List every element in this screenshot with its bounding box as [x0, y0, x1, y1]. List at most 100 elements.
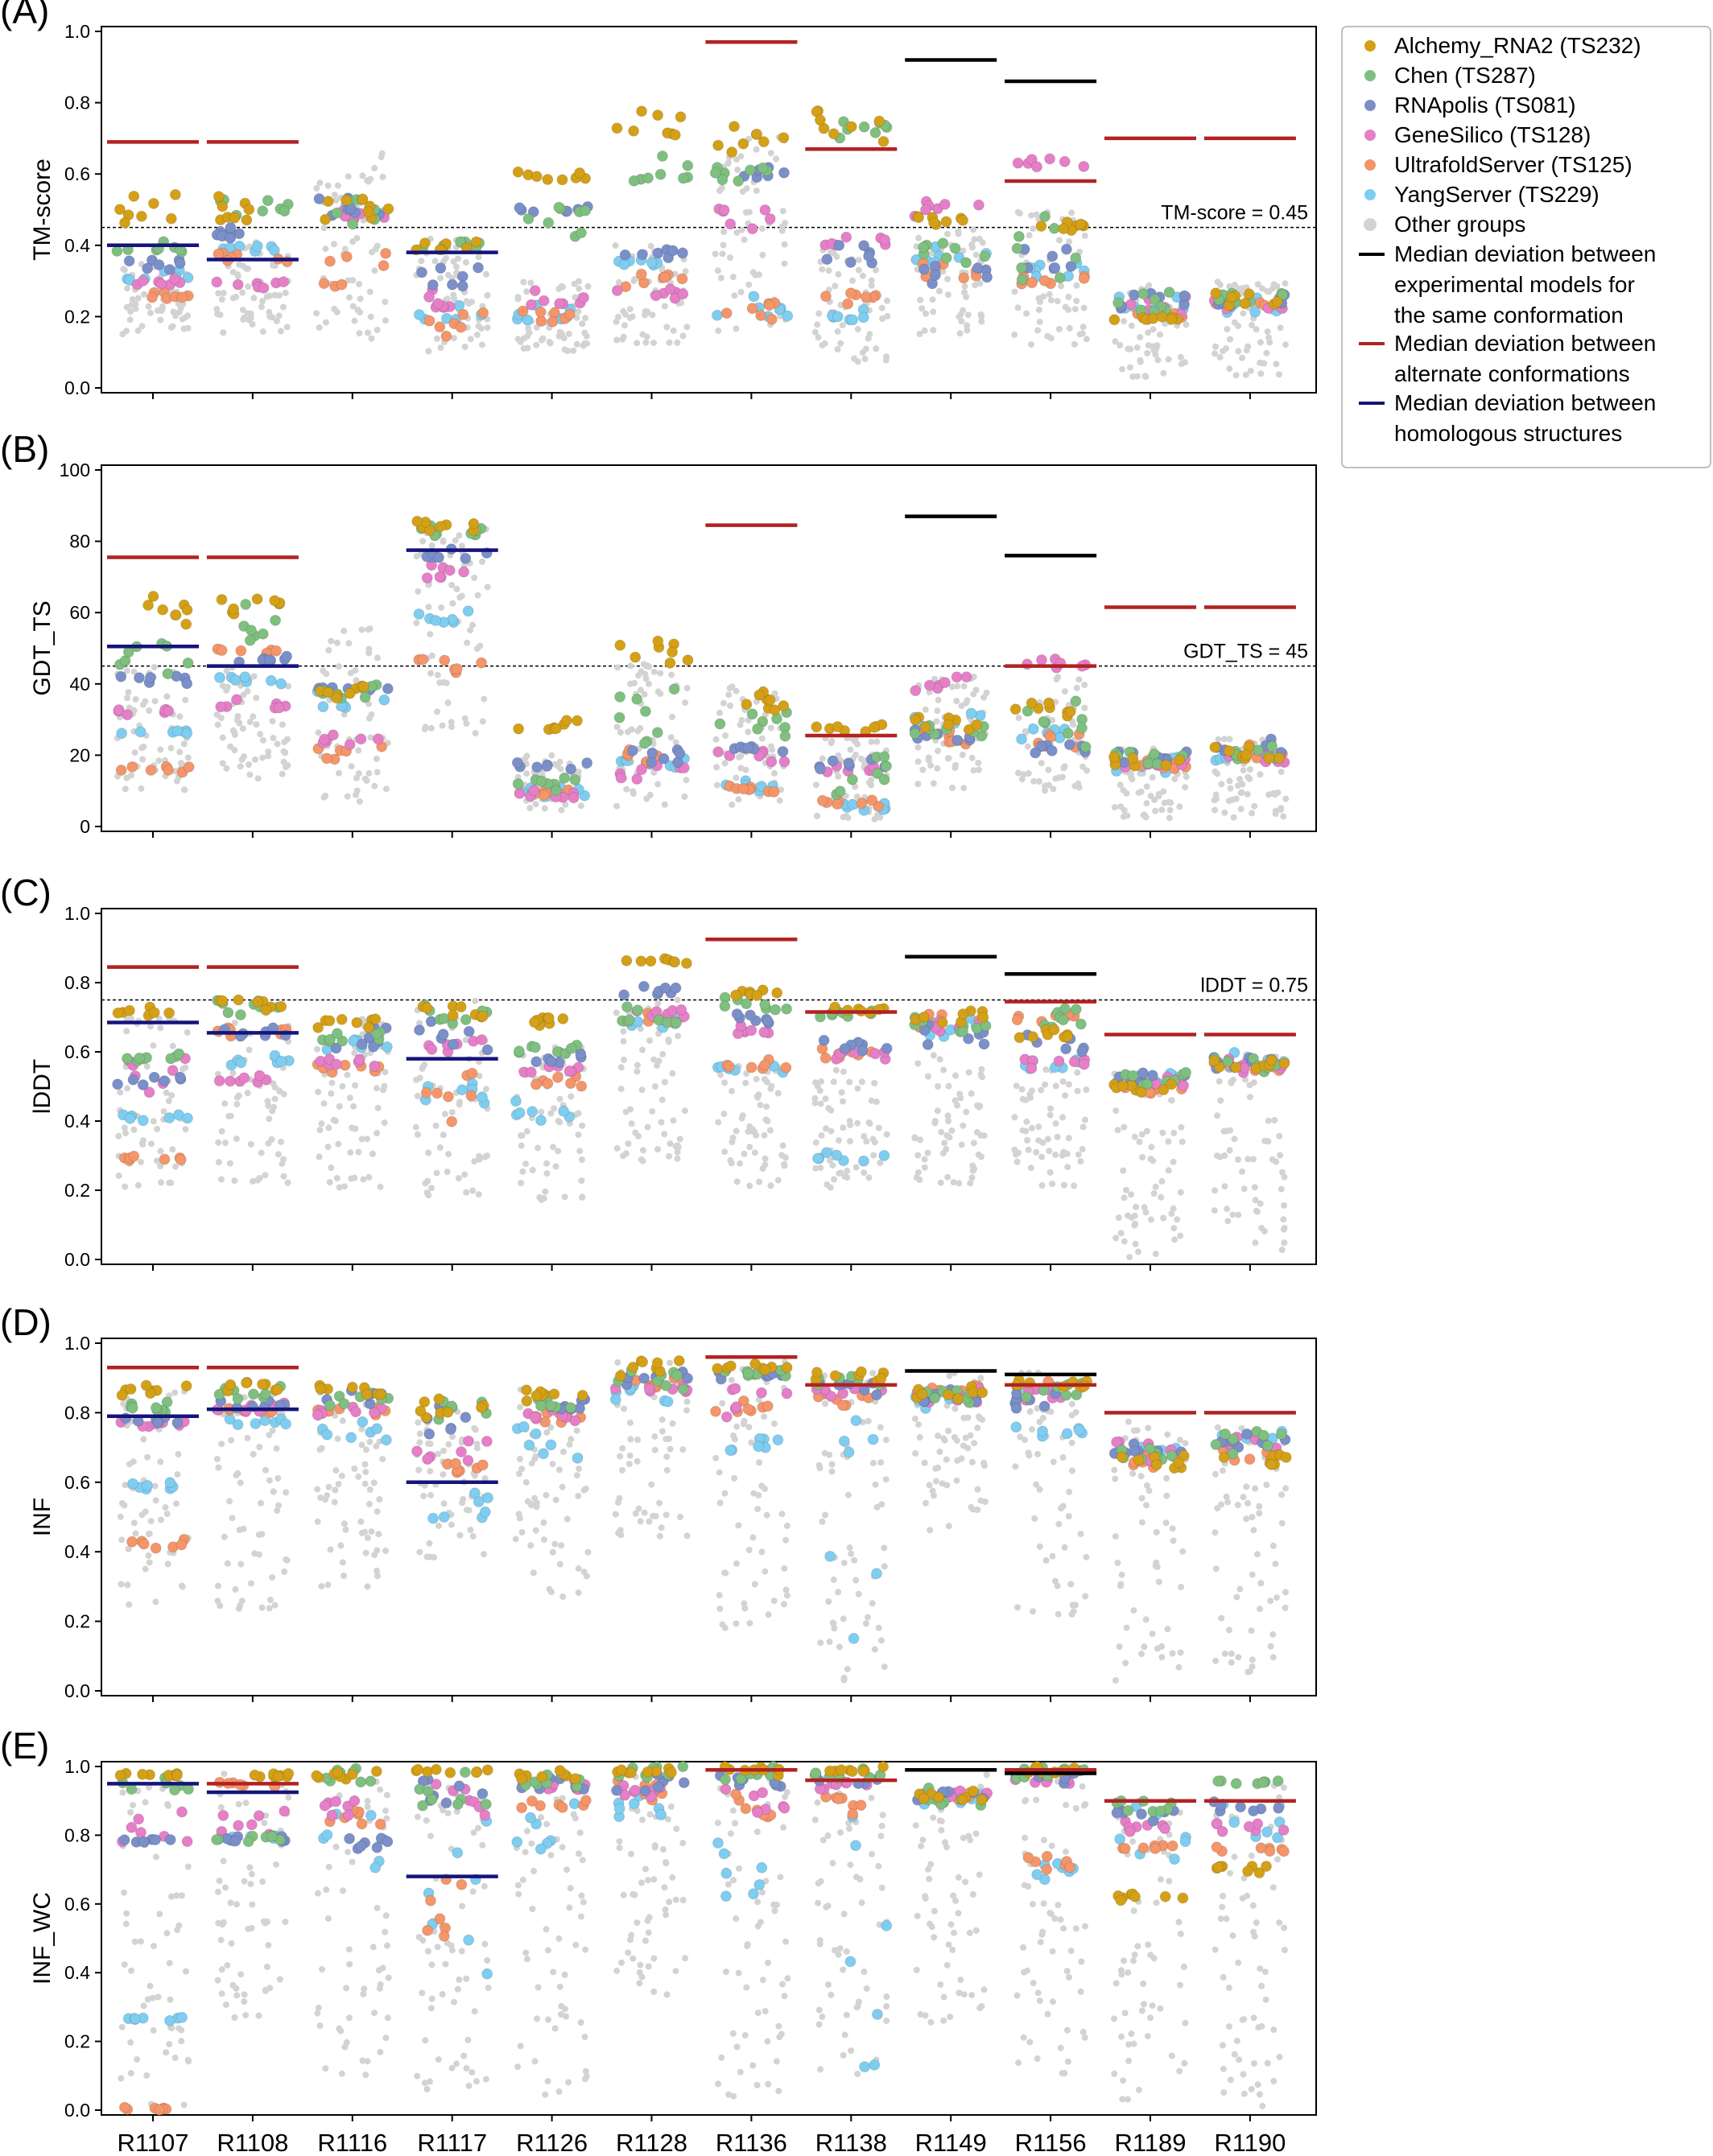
point-other — [627, 1436, 634, 1443]
point-other — [367, 734, 374, 741]
point-other — [753, 1075, 760, 1082]
point-ultrafold — [318, 278, 330, 290]
point-other — [873, 345, 880, 352]
point-other — [963, 699, 969, 707]
point-other — [720, 699, 727, 707]
point-alchemy — [324, 1015, 336, 1027]
point-other — [427, 1468, 434, 1475]
point-other — [674, 1155, 681, 1162]
point-other — [314, 1486, 321, 1493]
point-rnapolis — [821, 254, 833, 266]
point-other — [549, 1548, 556, 1556]
point-other — [538, 1108, 545, 1115]
point-other — [663, 1466, 671, 1474]
point-other — [233, 1101, 241, 1108]
point-other — [631, 679, 638, 686]
point-yang — [380, 1434, 392, 1446]
point-other — [914, 1152, 922, 1159]
point-other — [1034, 1450, 1042, 1457]
point-other — [471, 575, 478, 581]
point-rnapolis — [433, 551, 444, 563]
point-other — [360, 1176, 367, 1183]
point-alchemy — [621, 954, 633, 967]
point-other — [782, 220, 789, 227]
point-other — [452, 537, 459, 544]
point-other — [1158, 1654, 1166, 1661]
point-rnapolis — [1076, 1045, 1088, 1057]
point-other — [1215, 736, 1222, 743]
point-other — [349, 277, 357, 284]
point-rnapolis — [134, 672, 145, 684]
point-other — [825, 267, 832, 274]
point-other — [1022, 728, 1029, 735]
point-other — [1069, 1602, 1076, 1609]
point-other — [168, 1092, 175, 1099]
point-other — [817, 1100, 824, 1107]
point-other — [970, 690, 977, 698]
point-ultrafold — [762, 1400, 774, 1412]
point-other — [1117, 342, 1124, 348]
point-yang — [229, 674, 241, 686]
point-genesilico — [137, 275, 149, 287]
point-other — [345, 277, 352, 284]
point-alchemy — [1048, 1024, 1060, 1036]
point-other — [437, 274, 444, 282]
point-other — [266, 1115, 273, 1123]
point-alchemy — [116, 1389, 128, 1401]
point-yang — [1010, 1421, 1022, 1433]
point-other — [525, 325, 532, 332]
point-other — [940, 1066, 947, 1074]
point-other — [473, 332, 481, 338]
point-chen — [359, 691, 371, 703]
point-other — [214, 721, 221, 728]
point-other — [1216, 281, 1224, 288]
point-other — [1128, 773, 1135, 781]
point-other — [1152, 1251, 1159, 1258]
point-other — [753, 188, 760, 194]
point-other — [855, 266, 862, 274]
point-other — [683, 685, 691, 691]
point-genesilico — [155, 278, 167, 290]
point-other — [1059, 1078, 1067, 1085]
point-ultrafold — [766, 313, 778, 325]
point-other — [419, 538, 427, 545]
point-other — [171, 768, 179, 775]
point-rnapolis — [858, 240, 869, 252]
point-other — [516, 1456, 523, 1462]
point-other — [236, 719, 243, 727]
point-other — [855, 257, 862, 264]
point-other — [1054, 298, 1061, 305]
point-ultrafold — [1011, 1014, 1023, 1026]
point-other — [931, 1492, 937, 1499]
point-other — [425, 1192, 432, 1199]
point-other — [779, 208, 786, 215]
point-other — [1125, 1212, 1131, 1219]
point-other — [283, 1489, 290, 1496]
point-other — [584, 1548, 592, 1556]
point-other — [1028, 341, 1034, 348]
point-chen — [338, 1398, 350, 1410]
point-genesilico — [675, 1004, 687, 1016]
point-ultrafold — [163, 765, 175, 776]
point-yang — [137, 1115, 149, 1127]
point-other — [939, 1150, 947, 1157]
point-alchemy — [1127, 752, 1139, 764]
point-other — [361, 775, 369, 782]
y-tick-label: 0.4 — [64, 235, 90, 256]
point-other — [1143, 1502, 1150, 1509]
point-other — [746, 1182, 753, 1189]
point-other — [917, 1136, 924, 1144]
point-other — [556, 1095, 563, 1103]
point-other — [126, 1601, 133, 1608]
point-other — [658, 1524, 665, 1531]
point-alchemy — [636, 105, 647, 117]
point-ultrafold — [128, 1150, 140, 1162]
point-other — [1082, 1116, 1088, 1123]
point-yang — [275, 1055, 287, 1067]
point-other — [314, 1045, 320, 1053]
point-genesilico — [759, 204, 771, 216]
point-other — [643, 333, 650, 340]
point-other — [353, 774, 360, 781]
point-chen — [1266, 740, 1278, 752]
point-other — [364, 1583, 371, 1590]
